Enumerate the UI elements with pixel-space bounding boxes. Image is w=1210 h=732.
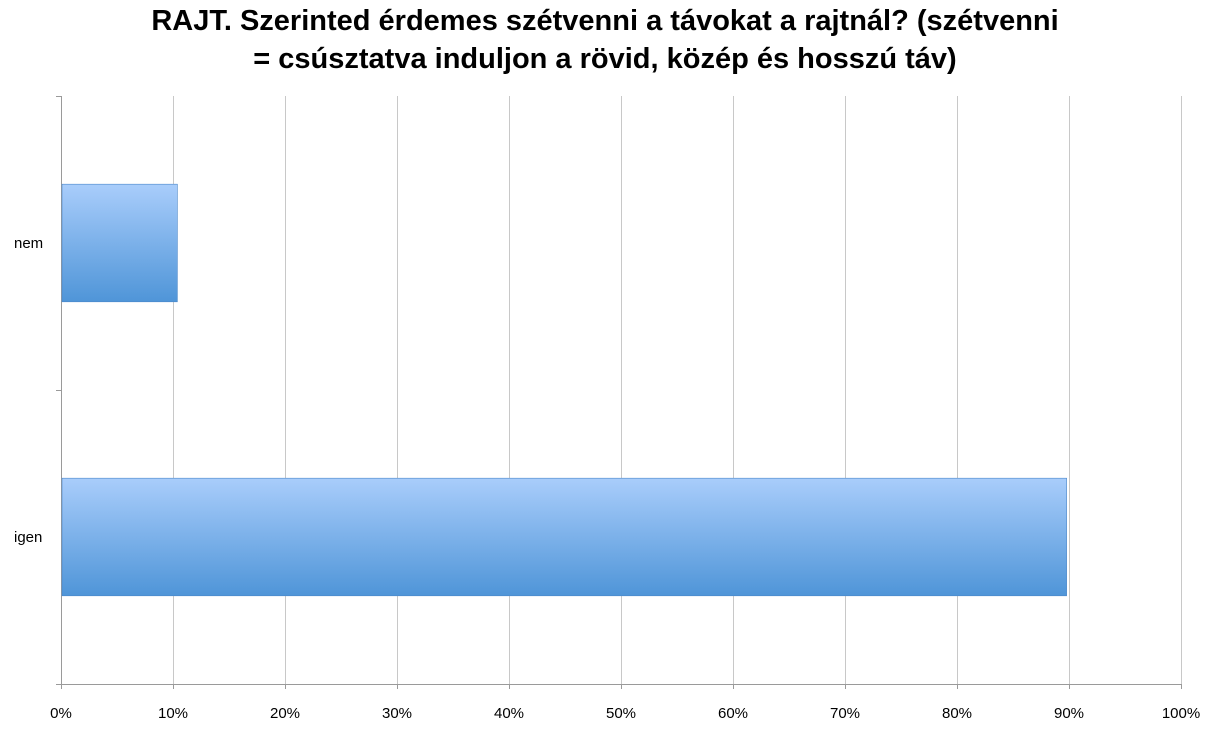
x-tick-label: 50% — [606, 705, 636, 722]
bar-nem — [61, 183, 178, 303]
x-tick-label: 10% — [158, 705, 188, 722]
x-tick-labels: 0% 10% 20% 30% 40% 50% 60% 70% 80% 90% 100% — [50, 705, 1200, 722]
bar-igen — [61, 477, 1067, 597]
category-label: nem — [14, 235, 43, 252]
x-tick-label: 0% — [50, 705, 72, 722]
x-tick-label: 80% — [942, 705, 972, 722]
x-tick-label: 70% — [830, 705, 860, 722]
chart-title: RAJT. Szerinted érdemes szétvenni a távo… — [151, 5, 1059, 75]
x-tick-label: 30% — [382, 705, 412, 722]
bars — [61, 183, 1067, 597]
x-tick-label: 100% — [1162, 705, 1200, 722]
x-tick-label: 90% — [1054, 705, 1084, 722]
x-tick-label: 40% — [494, 705, 524, 722]
x-tick-label: 60% — [718, 705, 748, 722]
axes — [56, 96, 1182, 689]
category-labels: nem igen — [14, 235, 43, 546]
x-tick-label: 20% — [270, 705, 300, 722]
category-label: igen — [14, 529, 42, 546]
